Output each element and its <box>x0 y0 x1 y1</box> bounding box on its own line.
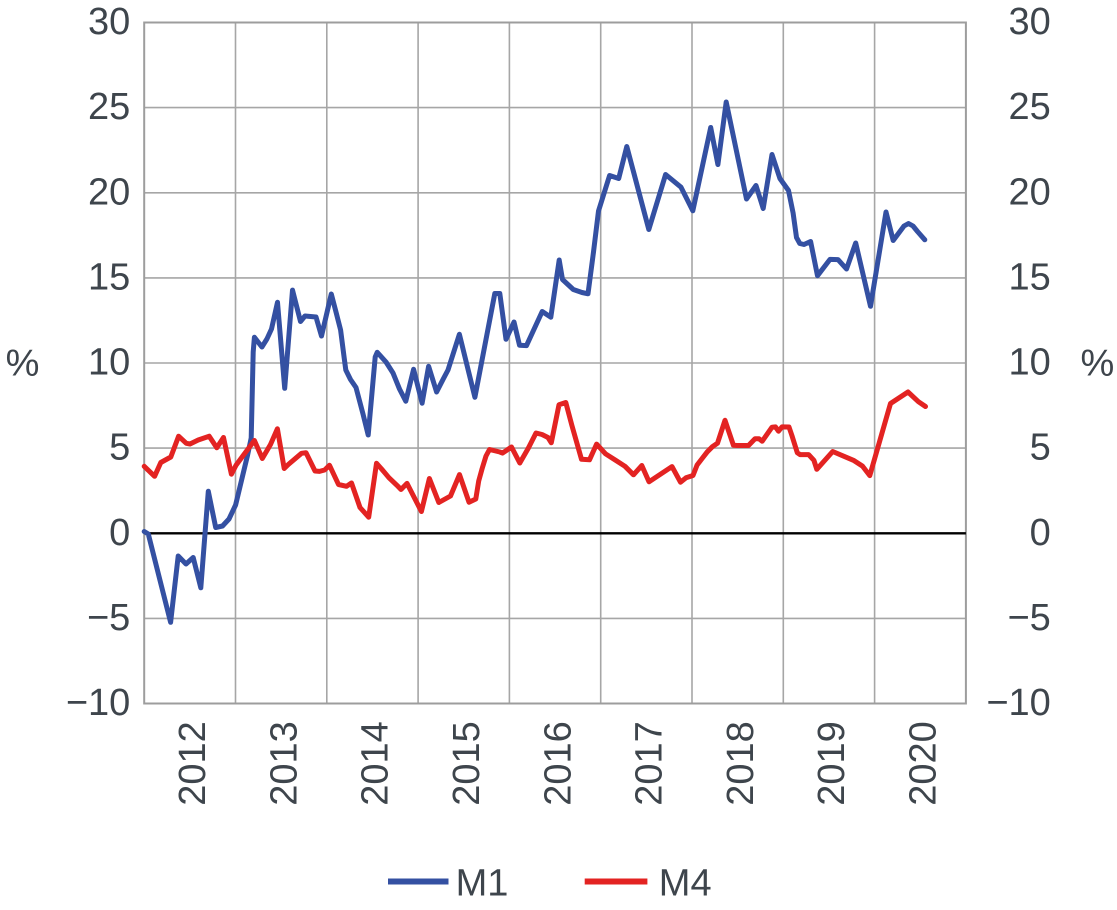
svg-text:2013: 2013 <box>263 721 305 806</box>
svg-text:0: 0 <box>1030 512 1051 554</box>
svg-text:M4: M4 <box>659 863 712 905</box>
svg-text:2019: 2019 <box>811 721 853 806</box>
svg-text:15: 15 <box>88 256 130 298</box>
svg-text:5: 5 <box>109 427 130 469</box>
svg-text:2016: 2016 <box>537 721 579 806</box>
svg-text:−10: −10 <box>986 682 1050 724</box>
svg-text:2018: 2018 <box>720 721 762 806</box>
svg-text:−10: −10 <box>66 682 130 724</box>
svg-text:−5: −5 <box>87 597 130 639</box>
svg-text:10: 10 <box>1009 342 1051 384</box>
svg-text:2015: 2015 <box>446 721 488 806</box>
svg-text:%: % <box>1081 343 1115 385</box>
svg-text:25: 25 <box>1009 86 1051 128</box>
svg-text:30: 30 <box>1009 1 1051 43</box>
svg-text:M1: M1 <box>456 863 509 905</box>
svg-text:20: 20 <box>1009 171 1051 213</box>
svg-text:2017: 2017 <box>629 721 671 806</box>
svg-text:30: 30 <box>88 1 130 43</box>
svg-text:0: 0 <box>109 512 130 554</box>
svg-text:5: 5 <box>1030 427 1051 469</box>
svg-text:%: % <box>6 343 40 385</box>
svg-text:10: 10 <box>88 342 130 384</box>
svg-text:2014: 2014 <box>355 721 397 806</box>
svg-text:−5: −5 <box>1007 597 1050 639</box>
svg-text:20: 20 <box>88 171 130 213</box>
svg-text:2020: 2020 <box>903 721 945 806</box>
svg-text:2012: 2012 <box>172 721 214 806</box>
svg-text:25: 25 <box>88 86 130 128</box>
svg-text:15: 15 <box>1009 256 1051 298</box>
